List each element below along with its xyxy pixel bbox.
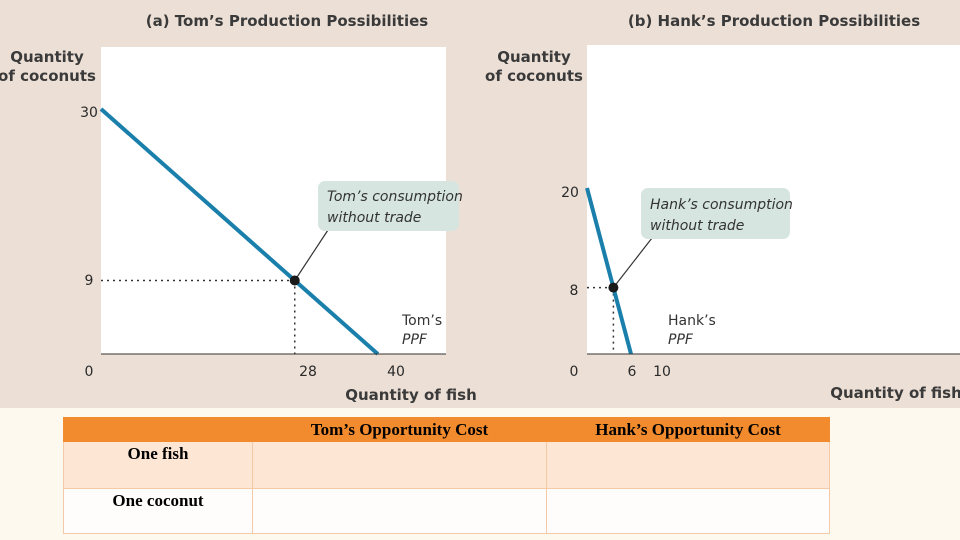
x-axis-label-hank: Quantity of fish: [830, 384, 960, 402]
y-axis-label-line1-hank: Quantity: [497, 48, 571, 66]
cell-hank-coconut: [546, 488, 830, 534]
x-tick-label: 10: [653, 364, 671, 380]
ppf-label-line1-tom: Tom’s: [401, 313, 442, 329]
ppf-line-tom: [99, 107, 380, 356]
callout-pointer-hank: [612, 237, 653, 288]
cell-hank-fish: [546, 441, 830, 489]
callout-text-line1-tom: Tom’s consumption: [327, 189, 463, 205]
y-tick-label: 8: [570, 283, 579, 299]
cell-tom-fish: [252, 441, 547, 489]
ppf-label-line2-hank: PPF: [668, 332, 694, 348]
x-tick-label: 40: [387, 364, 405, 380]
cell-tom-coconut: [252, 488, 547, 534]
table-row: One coconut: [63, 488, 830, 534]
callout-text-line2-hank: without trade: [650, 218, 744, 234]
y-axis-label-line2-tom: of coconuts: [0, 67, 96, 85]
chart-title-tom: (a) Tom’s Production Possibilities: [146, 12, 429, 30]
y-axis-label-line2-hank: of coconuts: [485, 67, 583, 85]
callout-box-hank: [641, 188, 790, 239]
y-tick-label: 9: [85, 273, 94, 289]
table-row: One fish: [63, 441, 830, 489]
chart-panel-hank: (b) Hank’s Production Possibilities Quan…: [485, 12, 960, 402]
y-axis-label-line1-tom: Quantity: [10, 48, 84, 66]
chart-title-hank: (b) Hank’s Production Possibilities: [628, 12, 920, 30]
callout-pointer-tom: [294, 229, 329, 281]
chart-panel-tom: (a) Tom’s Production Possibilities Quant…: [0, 12, 477, 404]
row-label-one-fish: One fish: [63, 441, 253, 489]
table-header-cell: Hank’s Opportunity Cost: [546, 417, 830, 442]
charts-canvas: (a) Tom’s Production Possibilities Quant…: [0, 12, 960, 404]
y-tick-label: 20: [561, 185, 579, 201]
consumption-point-tom: [289, 275, 300, 286]
origin-tick-label: 0: [570, 364, 579, 380]
x-tick-label: 28: [299, 364, 317, 380]
y-tick-label: 30: [80, 105, 98, 121]
callout-text-line2-tom: without trade: [327, 210, 421, 226]
callout-text-line1-hank: Hank’s consumption: [650, 197, 793, 213]
table-header-row: Tom’s Opportunity Cost Hank’s Opportunit…: [63, 417, 830, 442]
ppf-line-hank: [585, 187, 633, 355]
table-header-cell: Tom’s Opportunity Cost: [252, 417, 547, 442]
consumption-point-hank: [608, 282, 619, 293]
origin-tick-label: 0: [85, 364, 94, 380]
callout-box-tom: [318, 181, 459, 231]
ppf-label-line2-tom: PPF: [402, 332, 428, 348]
x-tick-label: 6: [628, 364, 637, 380]
x-axis-label-tom: Quantity of fish: [345, 386, 477, 404]
opportunity-cost-table: Tom’s Opportunity Cost Hank’s Opportunit…: [63, 417, 830, 534]
table-header-cell: [63, 417, 253, 442]
ppf-label-line1-hank: Hank’s: [668, 313, 716, 329]
row-label-one-coconut: One coconut: [63, 488, 253, 534]
